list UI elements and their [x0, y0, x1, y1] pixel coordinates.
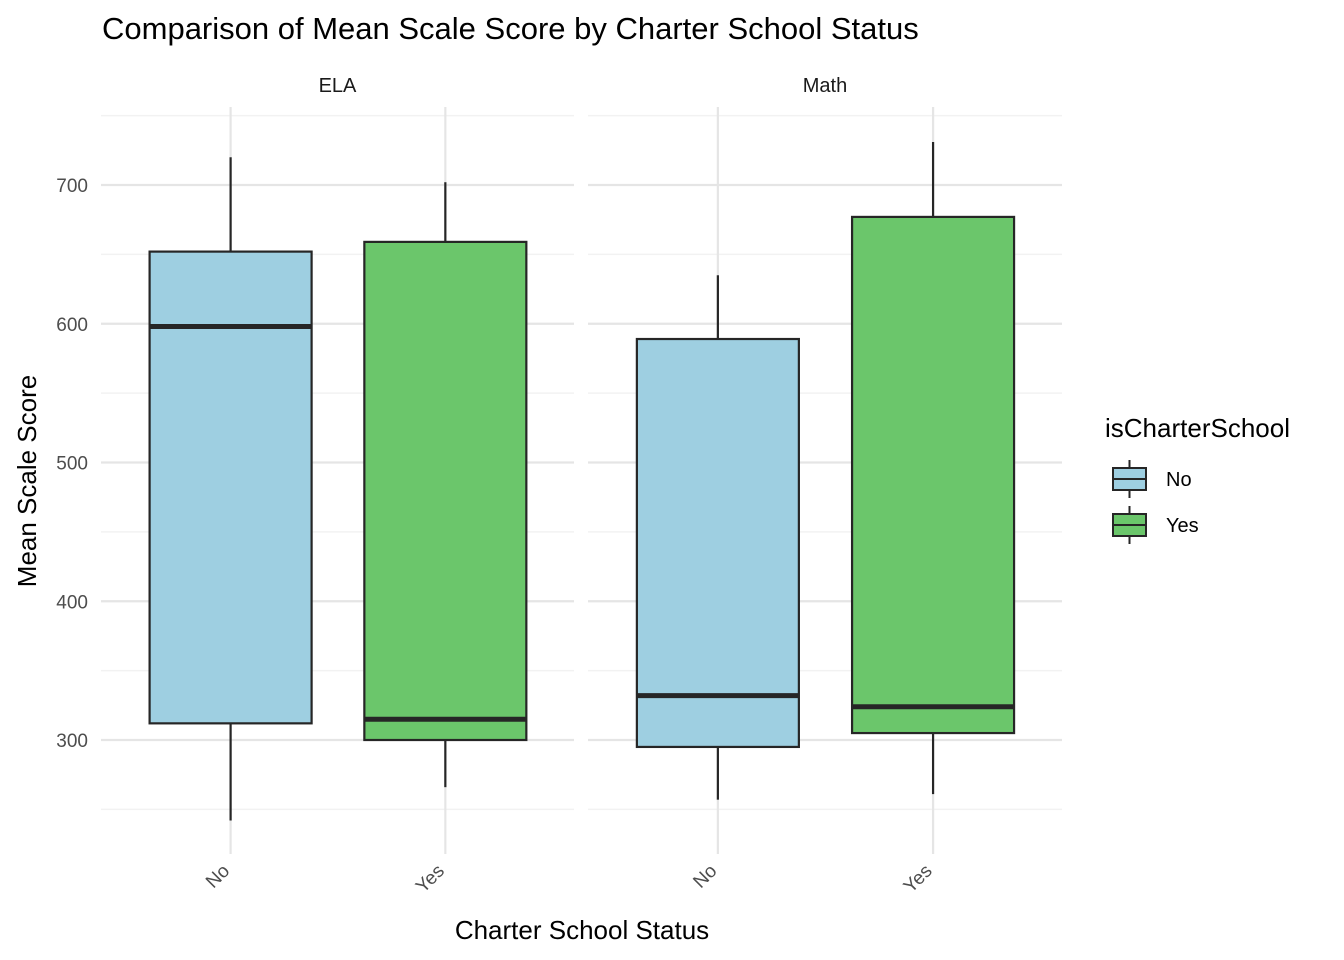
- box-ela-yes: [363, 240, 528, 742]
- y-tick-label-700: 700: [56, 176, 88, 197]
- legend-items: No Yes: [1112, 460, 1199, 544]
- facet-label-ela: ELA: [319, 75, 357, 97]
- y-tick-label-600: 600: [56, 315, 88, 336]
- x-tick-label-math-yes: Yes: [900, 861, 937, 898]
- chart-title: Comparison of Mean Scale Score by Charte…: [102, 11, 919, 46]
- marks-layer: [148, 141, 1016, 821]
- legend-item-yes: Yes: [1112, 506, 1199, 544]
- axis-layer: 300 400 500 600 700 ELA No Yes Math No Yes: [56, 75, 936, 897]
- legend-item-no: No: [1112, 460, 1192, 498]
- legend: isCharterSchool No Yes: [1105, 413, 1290, 544]
- x-tick-label-ela-yes: Yes: [412, 861, 449, 898]
- x-tick-label-math-no: No: [689, 861, 721, 893]
- legend-label-yes: Yes: [1166, 515, 1199, 537]
- x-axis-title: Charter School Status: [455, 915, 709, 945]
- y-axis-title: Mean Scale Score: [12, 375, 42, 587]
- facet-label-math: Math: [803, 75, 847, 97]
- box-math-yes: [850, 215, 1016, 735]
- x-tick-label-ela-no: No: [202, 861, 234, 893]
- box-ela-no: [148, 250, 313, 725]
- y-tick-label-300: 300: [56, 731, 88, 752]
- box-math-no: [635, 337, 800, 749]
- legend-title: isCharterSchool: [1105, 413, 1290, 443]
- legend-label-no: No: [1166, 469, 1192, 491]
- y-tick-label-500: 500: [56, 454, 88, 475]
- y-tick-label-400: 400: [56, 592, 88, 613]
